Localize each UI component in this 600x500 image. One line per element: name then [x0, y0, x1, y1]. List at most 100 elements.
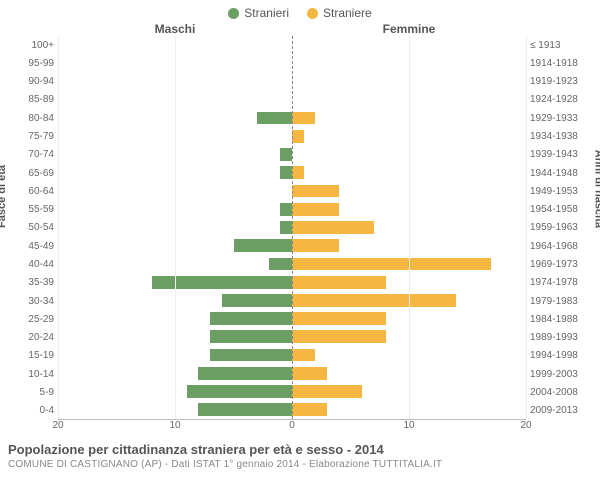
- age-label: 35-39: [28, 274, 54, 292]
- grid-line: [526, 36, 527, 419]
- bar-female: [292, 239, 339, 252]
- bar-male: [280, 148, 292, 161]
- age-label: 10-14: [28, 365, 54, 383]
- age-label: 80-84: [28, 109, 54, 127]
- plot-area: [58, 36, 526, 420]
- bar-female: [292, 276, 386, 289]
- bar-female: [292, 403, 327, 416]
- age-label: 50-54: [28, 219, 54, 237]
- bar-female: [292, 312, 386, 325]
- bar-female: [292, 166, 304, 179]
- bar-male: [222, 294, 292, 307]
- grid-line: [58, 36, 59, 419]
- age-label: 95-99: [28, 54, 54, 72]
- birth-label: ≤ 1913: [530, 36, 561, 54]
- legend-female-label: Straniere: [323, 6, 372, 20]
- bar-female: [292, 258, 491, 271]
- age-label: 70-74: [28, 146, 54, 164]
- column-headers: Maschi Femmine: [0, 22, 600, 36]
- y-axis-left-label: Fasce di età: [0, 165, 8, 228]
- bar-female: [292, 367, 327, 380]
- bar-male: [210, 349, 292, 362]
- age-label: 55-59: [28, 201, 54, 219]
- bar-female: [292, 349, 315, 362]
- birth-label: 1974-1978: [530, 274, 578, 292]
- bar-male: [280, 221, 292, 234]
- x-tick: 20: [520, 420, 531, 431]
- legend-male: Stranieri: [228, 6, 289, 20]
- bar-female: [292, 221, 374, 234]
- chart: Fasce di età Anni di nascita 100+95-9990…: [0, 36, 600, 420]
- birth-label: 1999-2003: [530, 365, 578, 383]
- x-tick: 10: [169, 420, 180, 431]
- age-label: 85-89: [28, 91, 54, 109]
- legend: Stranieri Straniere: [0, 0, 600, 22]
- birth-label: 1989-1993: [530, 329, 578, 347]
- age-label: 90-94: [28, 73, 54, 91]
- birth-label: 1979-1983: [530, 292, 578, 310]
- bar-male: [269, 258, 292, 271]
- caption: Popolazione per cittadinanza straniera p…: [0, 436, 600, 470]
- age-label: 30-34: [28, 292, 54, 310]
- x-tick: 20: [52, 420, 63, 431]
- age-label: 40-44: [28, 255, 54, 273]
- bar-male: [280, 203, 292, 216]
- bar-female: [292, 130, 304, 143]
- birth-label: 1934-1938: [530, 127, 578, 145]
- legend-male-swatch: [228, 8, 239, 19]
- legend-female-swatch: [307, 8, 318, 19]
- birth-label: 1944-1948: [530, 164, 578, 182]
- birth-label: 1969-1973: [530, 255, 578, 273]
- age-label: 45-49: [28, 237, 54, 255]
- bar-male: [280, 166, 292, 179]
- birth-label: 1939-1943: [530, 146, 578, 164]
- bar-female: [292, 112, 315, 125]
- age-label: 75-79: [28, 127, 54, 145]
- birth-label: 1919-1923: [530, 73, 578, 91]
- bar-male: [187, 385, 292, 398]
- bar-female: [292, 330, 386, 343]
- bar-female: [292, 203, 339, 216]
- birth-label: 1984-1988: [530, 310, 578, 328]
- age-labels: 100+95-9990-9485-8980-8475-7970-7465-696…: [14, 36, 58, 420]
- legend-male-label: Stranieri: [244, 6, 289, 20]
- bar-male: [152, 276, 292, 289]
- birth-label: 1954-1958: [530, 201, 578, 219]
- bar-male: [257, 112, 292, 125]
- birth-label: 1949-1953: [530, 182, 578, 200]
- legend-female: Straniere: [307, 6, 372, 20]
- caption-title: Popolazione per cittadinanza straniera p…: [8, 442, 592, 457]
- birth-label: 1994-1998: [530, 347, 578, 365]
- birth-label: 1929-1933: [530, 109, 578, 127]
- bar-male: [198, 367, 292, 380]
- birth-label: 1924-1928: [530, 91, 578, 109]
- age-label: 60-64: [28, 182, 54, 200]
- age-label: 65-69: [28, 164, 54, 182]
- age-label: 0-4: [40, 402, 54, 420]
- birth-label: 2009-2013: [530, 402, 578, 420]
- birth-label: 2004-2008: [530, 383, 578, 401]
- grid-line: [409, 36, 410, 419]
- grid-line: [175, 36, 176, 419]
- birth-label: 1959-1963: [530, 219, 578, 237]
- bar-male: [210, 330, 292, 343]
- center-line: [292, 36, 293, 419]
- header-female: Femmine: [292, 22, 526, 36]
- bar-male: [234, 239, 293, 252]
- age-label: 100+: [31, 36, 54, 54]
- age-label: 20-24: [28, 329, 54, 347]
- age-label: 5-9: [40, 383, 54, 401]
- birth-labels: ≤ 19131914-19181919-19231924-19281929-19…: [526, 36, 586, 420]
- header-male: Maschi: [58, 22, 292, 36]
- caption-sub: COMUNE DI CASTIGNANO (AP) - Dati ISTAT 1…: [8, 459, 592, 470]
- bar-female: [292, 185, 339, 198]
- bar-male: [210, 312, 292, 325]
- x-tick: 0: [289, 420, 295, 431]
- bar-male: [198, 403, 292, 416]
- age-label: 25-29: [28, 310, 54, 328]
- birth-label: 1964-1968: [530, 237, 578, 255]
- y-axis-right-label: Anni di nascita: [592, 150, 600, 228]
- bar-female: [292, 385, 362, 398]
- age-label: 15-19: [28, 347, 54, 365]
- birth-label: 1914-1918: [530, 54, 578, 72]
